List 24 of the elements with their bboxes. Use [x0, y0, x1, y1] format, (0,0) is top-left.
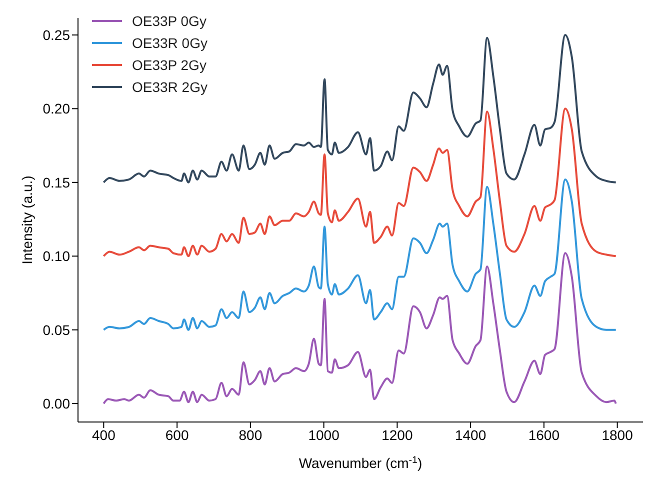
- x-tick-label: 1000: [308, 426, 340, 443]
- y-tick-label: 0.15: [42, 174, 70, 190]
- x-tick-label: 800: [238, 426, 262, 443]
- x-tick-label: 1800: [602, 426, 634, 443]
- x-axis-title: Wavenumber (cm$^{-1}$): [298, 454, 422, 471]
- line-series: [102, 252, 617, 405]
- legend-label: OE33P 0Gy: [132, 13, 206, 29]
- line-series: [102, 108, 617, 258]
- y-tick-label: 0.00: [42, 396, 70, 412]
- y-axis-title: Intensity (a.u.): [19, 176, 35, 264]
- legend-label: OE33P 2Gy: [132, 57, 206, 73]
- x-tick-label: 400: [92, 426, 116, 443]
- x-tick-label: 1600: [528, 426, 560, 443]
- y-tick-label: 0.25: [42, 26, 70, 43]
- x-tick-label: 1400: [454, 426, 486, 443]
- y-tick-label: 0.20: [42, 100, 70, 117]
- line-series: [102, 34, 617, 184]
- y-tick-label: 0.05: [42, 322, 70, 338]
- x-tick-label: 1200: [382, 426, 413, 443]
- legend-label: OE33R 0Gy: [132, 35, 208, 51]
- y-tick-label: 0.10: [42, 248, 70, 264]
- legend-label: OE33R 2Gy: [132, 79, 208, 95]
- x-tick-label: 600: [165, 426, 189, 443]
- line-series: [102, 178, 617, 331]
